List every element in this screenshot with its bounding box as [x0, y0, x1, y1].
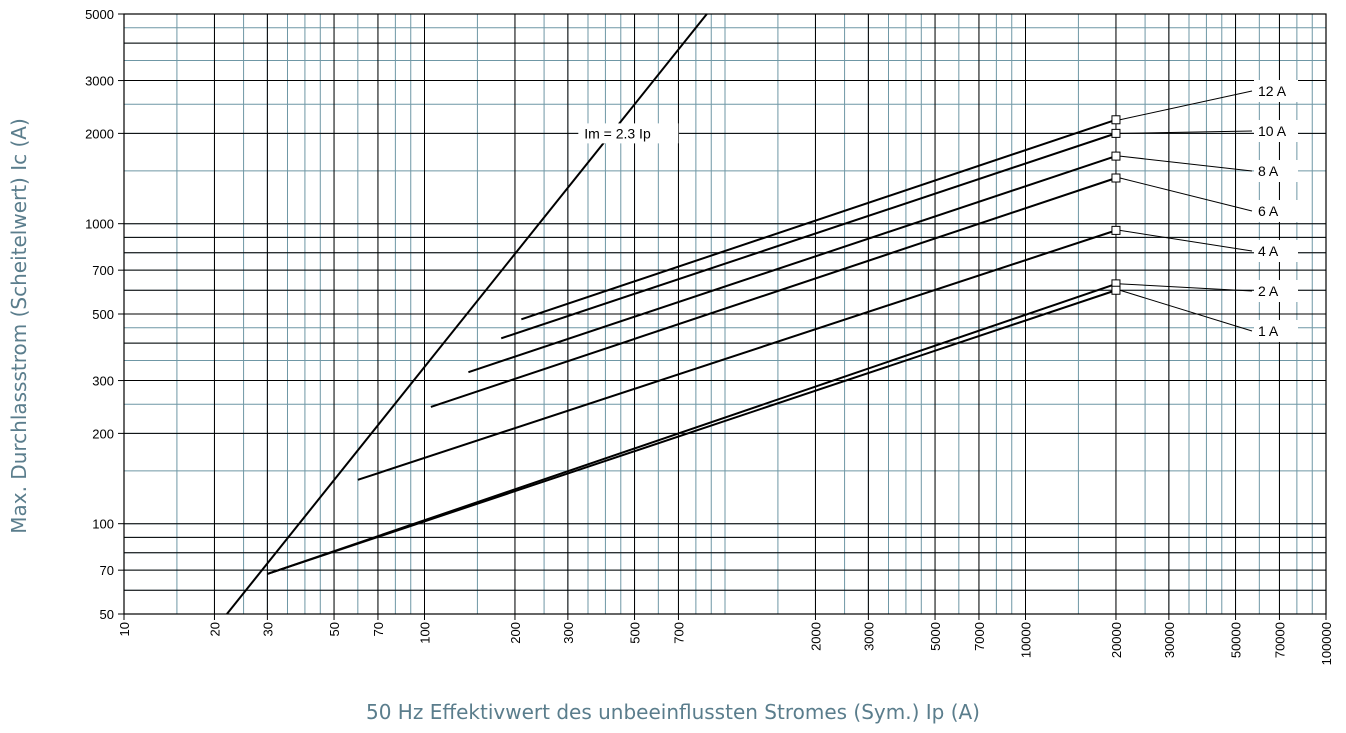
legend-label-bg: [1254, 240, 1298, 262]
series-line: [267, 289, 1117, 575]
series-line: [468, 155, 1117, 374]
y-tick-labels: 50 70 100 200 300 500 700 1000 2000 3000 5000: [85, 7, 124, 622]
legend-leader-line: [1119, 130, 1253, 134]
x-tick-label: 7000: [972, 622, 987, 651]
series-end-marker: [1111, 173, 1121, 183]
y-tick-label: 100: [92, 517, 114, 532]
series-end-marker: [1111, 128, 1121, 138]
y-tick-label: 700: [92, 263, 114, 278]
im-line: [226, 13, 708, 615]
legend-leader-line: [1119, 229, 1253, 252]
x-tick-label: 300: [561, 622, 576, 644]
legend-label-bg: [1254, 80, 1298, 102]
im-line-label: Im = 2.3 Ip: [584, 125, 651, 141]
x-tick-label: 10000: [1019, 622, 1034, 658]
x-tick-label: 3000: [861, 622, 876, 651]
series-end-marker: [1111, 225, 1121, 235]
legend-label-bg: [1254, 280, 1298, 302]
x-tick-label: 70: [371, 622, 386, 636]
legend-label: 6 A: [1258, 203, 1279, 219]
legend-label-bg: [1254, 160, 1298, 182]
y-tick-label: 70: [100, 563, 114, 578]
legend-label-bg: [1254, 120, 1298, 142]
y-tick-label: 50: [100, 607, 114, 622]
x-tick-label: 70000: [1272, 622, 1287, 658]
series-end-marker: [1111, 285, 1121, 295]
legend-label-bg: [1254, 320, 1298, 342]
y-tick-label: 3000: [85, 74, 114, 89]
series-line: [500, 132, 1117, 340]
series-line: [357, 229, 1117, 481]
x-tick-label: 100000: [1319, 622, 1334, 665]
x-tick-label: 2000: [808, 622, 823, 651]
series-line: [521, 118, 1117, 321]
y-axis-label-container: Max. Durchlassstrom (Scheitelwert) Ic (A…: [0, 0, 40, 733]
y-tick-label: 5000: [85, 7, 114, 22]
legend-label-bg: [1254, 200, 1298, 222]
x-tick-label: 30: [260, 622, 275, 636]
series-lines: [226, 13, 1121, 615]
legend-label: 4 A: [1258, 243, 1279, 259]
legend-label: 10 A: [1258, 123, 1287, 139]
x-tick-label: 10: [117, 622, 132, 636]
major-grid: [124, 14, 1326, 614]
x-tick-label: 30000: [1162, 622, 1177, 658]
legend-leader-line: [1119, 177, 1253, 212]
x-tick-labels: 10 20 30 50 70 100 200 300 500 700 2000 3000 5000 700…: [117, 614, 1334, 665]
series-end-marker: [1111, 115, 1121, 125]
y-axis-label: Max. Durchlassstrom (Scheitelwert) Ic (A…: [7, 118, 31, 534]
series-end-marker: [1111, 151, 1121, 161]
x-tick-label: 20: [207, 622, 222, 636]
legend-leader-line: [1119, 90, 1253, 121]
im-label-bg: [578, 123, 679, 144]
series-line: [267, 282, 1117, 575]
x-tick-label: 700: [671, 622, 686, 644]
x-tick-label: 50000: [1229, 622, 1244, 658]
legend: 12 A 10 A 8 A 6 A 4 A 2 A 1 A: [1119, 80, 1298, 342]
x-tick-label: 100: [418, 622, 433, 644]
legend-label: 1 A: [1258, 323, 1279, 339]
series-line: [430, 177, 1117, 408]
legend-leader-line: [1119, 283, 1253, 292]
y-tick-label: 300: [92, 374, 114, 389]
legend-leader-line: [1119, 155, 1253, 172]
legend-label: 12 A: [1258, 83, 1287, 99]
annotations: Im = 2.3 Ip: [578, 123, 679, 144]
x-tick-label: 500: [628, 622, 643, 644]
x-tick-label: 5000: [928, 622, 943, 651]
legend-label: 8 A: [1258, 163, 1279, 179]
y-tick-label: 2000: [85, 126, 114, 141]
x-tick-label: 50: [327, 622, 342, 636]
x-axis-label: 50 Hz Effektivwert des unbeeinflussten S…: [366, 700, 980, 724]
y-tick-label: 500: [92, 307, 114, 322]
y-tick-label: 200: [92, 426, 114, 441]
x-tick-label: 200: [508, 622, 523, 644]
legend-leader-line: [1119, 289, 1253, 332]
y-tick-label: 1000: [85, 217, 114, 232]
legend-label: 2 A: [1258, 283, 1279, 299]
x-tick-label: 20000: [1109, 622, 1124, 658]
